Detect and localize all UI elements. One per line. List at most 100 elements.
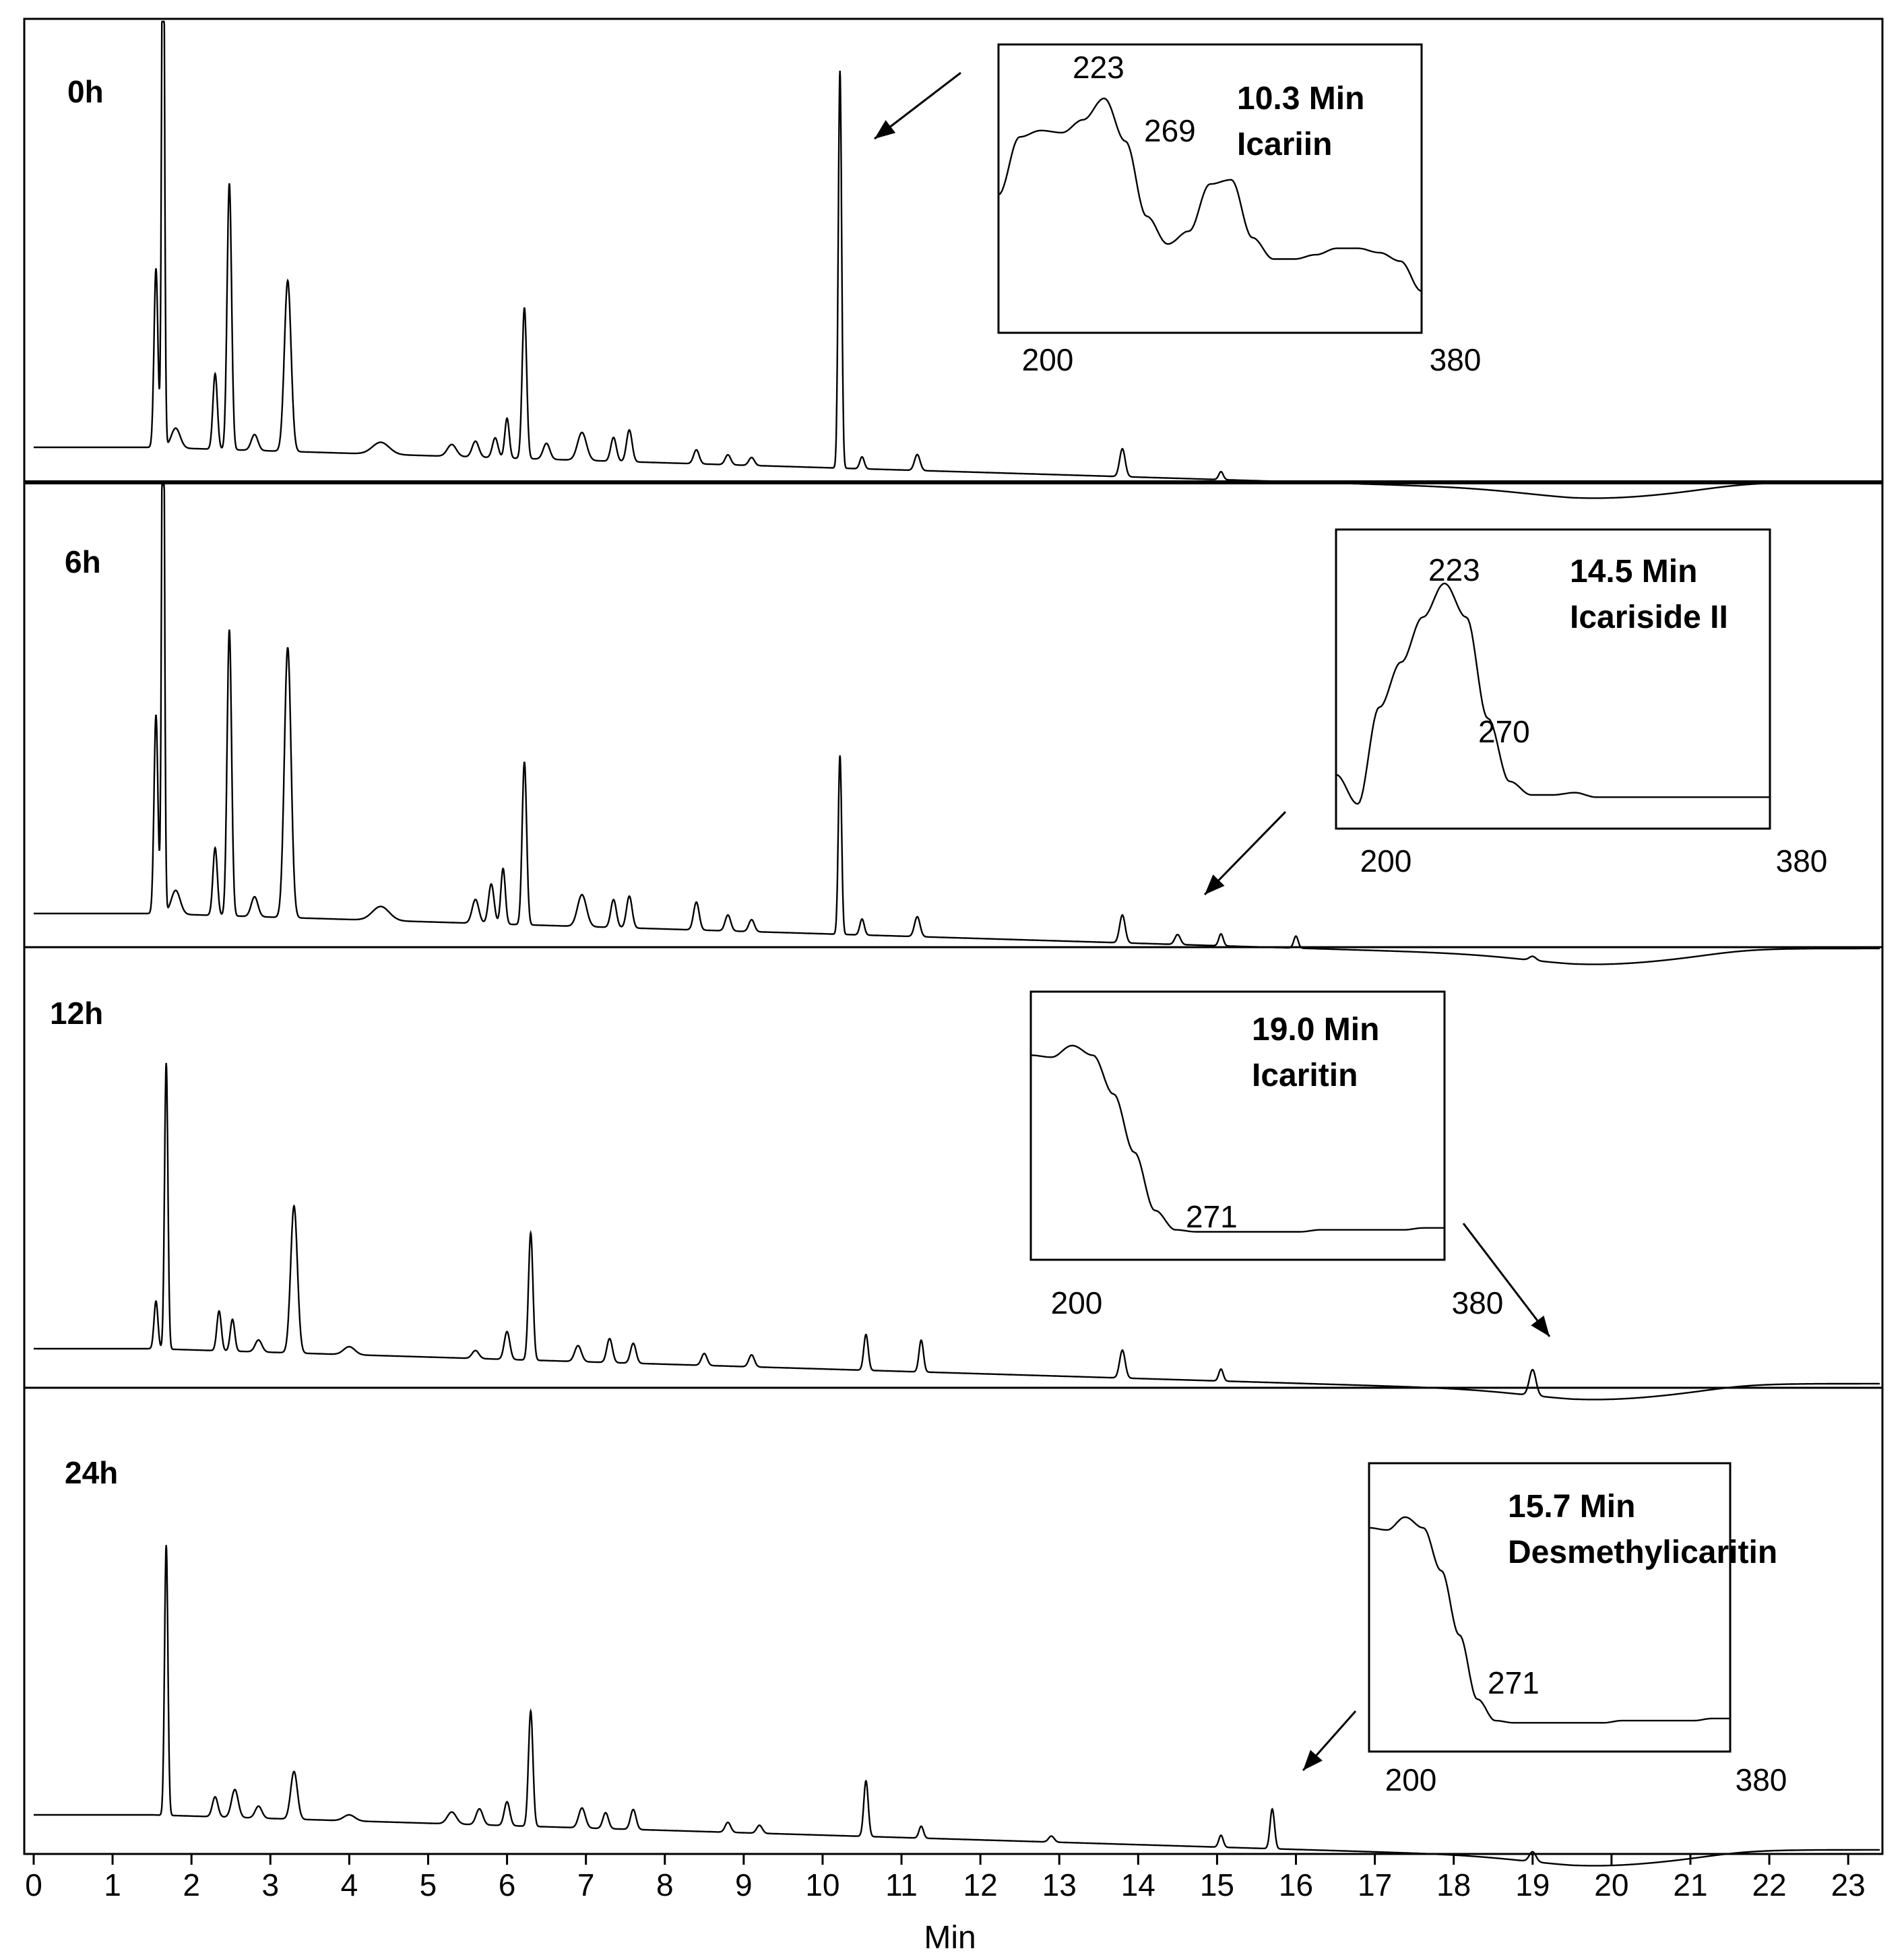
chromatogram-peak [751, 439, 752, 440]
chromatogram-peak [1532, 1322, 1533, 1323]
x-axis-title: Min [924, 1920, 976, 1955]
x-tick-label: 7 [577, 1867, 595, 1902]
chromatogram-peak [219, 1309, 220, 1310]
chromatogram-panel-6h: 6h 14.5 Min Icariside II 223 270 200 380 [34, 484, 1880, 965]
peak-arrow-head [1531, 1315, 1550, 1337]
uv-spectrum-trace [1031, 1044, 1445, 1233]
uv-spectrum-trace [1335, 582, 1770, 805]
uv-spectrum-trace [998, 97, 1422, 292]
inset-retention-time: 10.3 Min [1237, 81, 1364, 117]
inset-peak-label: 223 [1428, 552, 1480, 587]
inset-x-max-label: 380 [1736, 1762, 1787, 1797]
x-tick-label: 0 [25, 1867, 42, 1902]
chromatogram-peak [613, 423, 614, 424]
chromatogram-peak [451, 435, 452, 436]
chromatogram-peak [917, 431, 918, 432]
x-tick-label: 10 [805, 1867, 839, 1902]
inset-x-max-label: 380 [1452, 1285, 1504, 1320]
x-tick-label: 6 [499, 1867, 516, 1902]
chromatogram-peak [546, 431, 547, 432]
chromatogram-peak [696, 433, 697, 434]
x-tick-label: 5 [420, 1867, 437, 1902]
x-tick-label: 4 [341, 1867, 358, 1902]
chromatogram-peak [581, 881, 582, 882]
x-tick-label: 8 [656, 1867, 674, 1902]
x-tick-label: 11 [885, 1867, 918, 1902]
chromatogram-peak [475, 889, 476, 890]
chromatogram-panel-0h: 0h 10.3 Min Icariin 223 269 200 380 [34, 20, 1880, 499]
x-tick-label: 20 [1594, 1867, 1628, 1902]
x-tick-label: 14 [1121, 1867, 1155, 1902]
inset-compound-name: Icaritin [1252, 1058, 1358, 1093]
chromatogram-trace [34, 20, 1880, 499]
panel-label: 0h [67, 74, 104, 109]
uv-spectrum-inset [1368, 1462, 1732, 1753]
chromatogram-peak [751, 901, 752, 902]
x-tick-label: 18 [1436, 1867, 1471, 1902]
chromatogram-peak [629, 415, 630, 416]
uv-spectrum-trace [1368, 1516, 1730, 1724]
inset-x-max-label: 380 [1776, 843, 1828, 878]
inset-x-min-label: 200 [1051, 1285, 1103, 1320]
chromatogram-peak [495, 427, 496, 428]
inset-compound-name: Icariin [1237, 127, 1332, 162]
inset-x-min-label: 200 [1360, 843, 1412, 878]
inset-peak-label: 271 [1488, 1665, 1540, 1700]
chromatogram-panel-12h: 12h 19.0 Min Icaritin 271 200 380 [34, 990, 1880, 1401]
inset-retention-time: 14.5 Min [1570, 554, 1697, 589]
chromatogram-peak [232, 1316, 233, 1317]
inset-retention-time: 19.0 Min [1252, 1012, 1379, 1048]
chromatogram-peak [1177, 903, 1178, 904]
inset-x-min-label: 200 [1022, 342, 1074, 377]
chromatogram-peak [475, 431, 476, 432]
peak-arrow-head [1303, 1750, 1323, 1770]
x-axis: 0 1 2 3 4 5 6 7 8 9 10 11 12 13 14 15 16 17 18 19 20 21 22 23Mi… [24, 1853, 1882, 1955]
uv-spectrum-inset [997, 43, 1423, 334]
inset-x-min-label: 200 [1385, 1762, 1437, 1797]
chromatogram-peak [524, 750, 525, 751]
x-tick-label: 15 [1200, 1867, 1234, 1902]
chromatogram-peak [229, 627, 230, 628]
inset-peak-label: 271 [1186, 1199, 1238, 1234]
chromatogram-peak [629, 881, 630, 882]
inset-x-max-label: 380 [1430, 342, 1482, 377]
chromatogram-peak [839, 50, 840, 51]
uv-spectrum-inset [1335, 528, 1771, 830]
uv-spectrum-inset [1029, 990, 1446, 1261]
x-tick-label: 9 [735, 1867, 753, 1902]
chromatogram-peak [530, 1699, 531, 1700]
chromatogram-trace [34, 484, 1880, 965]
inset-retention-time: 15.7 Min [1508, 1489, 1635, 1525]
panel-label: 12h [50, 996, 103, 1031]
peak-arrow-head [875, 120, 896, 139]
x-tick-label: 21 [1673, 1867, 1707, 1902]
x-tick-label: 13 [1042, 1867, 1077, 1902]
inset-compound-name: Icariside II [1570, 600, 1728, 635]
x-tick-label: 1 [104, 1867, 121, 1902]
panel-label: 24h [65, 1455, 118, 1490]
inset-compound-name: Desmethylicaritin [1508, 1535, 1777, 1570]
x-tick-label: 16 [1279, 1867, 1313, 1902]
x-tick-label: 12 [963, 1867, 998, 1902]
x-tick-label: 17 [1358, 1867, 1392, 1902]
x-tick-label: 22 [1752, 1867, 1786, 1902]
chromatogram-trace [34, 1062, 1880, 1401]
x-tick-label: 23 [1831, 1867, 1866, 1902]
chromatogram-peak [696, 885, 697, 886]
chromatogram-peak [581, 419, 582, 420]
chromatogram-peak [917, 893, 918, 894]
peak-arrow-line [1462, 1223, 1551, 1337]
inset-peak-label: 269 [1144, 113, 1196, 148]
panel-label: 6h [65, 544, 101, 579]
inset-peak-label: 270 [1478, 714, 1530, 749]
chromatogram-panel-24h: 24h 15.7 Min Desmethylicaritin 271 200 380 [34, 1455, 1880, 1867]
x-tick-label: 2 [183, 1867, 200, 1902]
chromatogram-trace [34, 1545, 1880, 1867]
chromatogram-peak [254, 893, 255, 894]
inset-peak-label: 223 [1073, 50, 1124, 85]
chromatogram-peak [613, 885, 614, 886]
x-tick-label: 3 [261, 1867, 279, 1902]
chromatogram-peak [839, 734, 840, 735]
chromatogram-peak [530, 1221, 531, 1222]
